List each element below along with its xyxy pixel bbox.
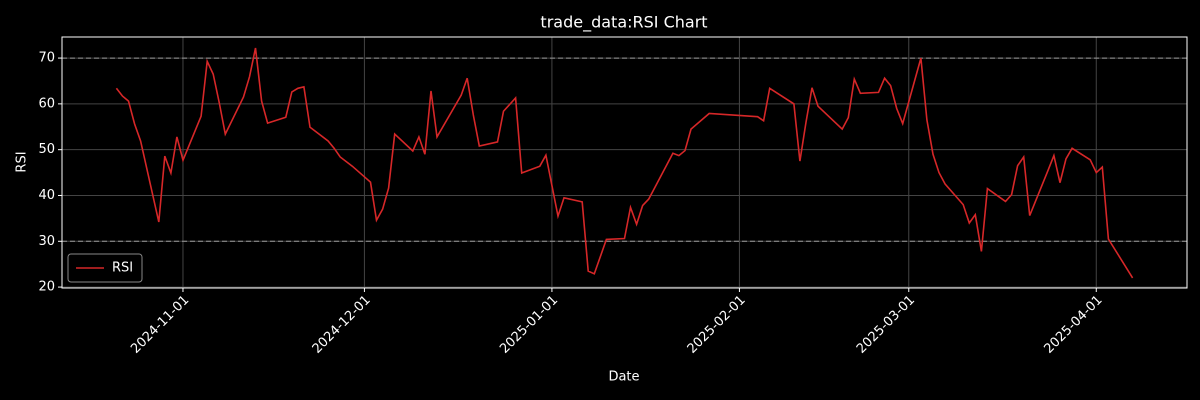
y-tick-label: 70 xyxy=(38,51,55,66)
chart-title: trade_data:RSI Chart xyxy=(540,13,707,33)
legend-box xyxy=(67,253,143,283)
y-tick-label: 60 xyxy=(38,96,55,111)
y-axis-label: RSI xyxy=(15,151,30,172)
line-series xyxy=(115,47,1134,279)
x-axis-label: Date xyxy=(608,370,639,385)
axes-frame xyxy=(61,36,1188,289)
y-tick-label: 30 xyxy=(38,234,55,249)
y-tick-label: 40 xyxy=(38,188,55,203)
y-tick-label: 20 xyxy=(38,280,55,295)
legend-label: RSI xyxy=(112,261,133,276)
y-tick-label: 50 xyxy=(38,142,55,157)
